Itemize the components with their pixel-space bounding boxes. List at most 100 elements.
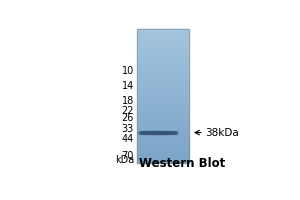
Bar (137, 94, 189, 95)
Bar (137, 29, 189, 163)
Bar (137, 44, 189, 45)
Bar (137, 72, 189, 73)
Bar (137, 70, 189, 71)
Bar (137, 154, 189, 155)
Bar (137, 74, 189, 75)
Bar (137, 41, 189, 42)
Bar (137, 93, 189, 94)
Text: kDa: kDa (115, 155, 134, 165)
Bar (137, 90, 189, 91)
Bar (137, 131, 189, 132)
Bar (137, 126, 189, 127)
Bar (137, 161, 189, 162)
Bar (137, 56, 189, 57)
Bar (137, 45, 189, 46)
Bar (137, 124, 189, 125)
Bar (137, 139, 189, 140)
Bar (137, 141, 189, 142)
Bar (137, 83, 189, 84)
Bar (137, 153, 189, 154)
Bar (137, 53, 189, 54)
Bar (137, 88, 189, 89)
Bar (137, 36, 189, 37)
Text: 14: 14 (122, 81, 134, 91)
Bar (137, 152, 189, 153)
Bar (137, 46, 189, 47)
Text: 18: 18 (122, 96, 134, 106)
Bar (137, 111, 189, 112)
Text: 33: 33 (122, 124, 134, 134)
Bar (137, 156, 189, 157)
Bar (137, 80, 189, 81)
Bar (137, 96, 189, 97)
Bar (137, 127, 189, 128)
Bar (137, 38, 189, 39)
Bar (137, 130, 189, 131)
Bar (137, 97, 189, 98)
Bar (137, 118, 189, 119)
Bar (137, 107, 189, 108)
Bar (137, 138, 189, 139)
Bar (137, 128, 189, 129)
Bar (137, 77, 189, 78)
Bar (137, 100, 189, 101)
Bar (137, 64, 189, 65)
Bar (137, 40, 189, 41)
Bar (137, 50, 189, 51)
Bar (137, 155, 189, 156)
Bar (137, 106, 189, 107)
Bar (137, 92, 189, 93)
Bar (137, 99, 189, 100)
Bar (137, 43, 189, 44)
Bar (137, 129, 189, 130)
Bar (137, 109, 189, 110)
Bar (137, 65, 189, 66)
Bar (137, 39, 189, 40)
Bar (137, 68, 189, 69)
Bar (137, 71, 189, 72)
Bar (137, 51, 189, 52)
Bar (137, 116, 189, 117)
Bar (137, 98, 189, 99)
Bar (137, 66, 189, 67)
Bar (137, 91, 189, 92)
Bar (137, 47, 189, 48)
Bar (137, 85, 189, 86)
Bar (137, 52, 189, 53)
Bar (137, 134, 189, 135)
Text: 44: 44 (122, 134, 134, 144)
Bar (137, 67, 189, 68)
Bar (137, 117, 189, 118)
Bar (137, 95, 189, 96)
Text: 70: 70 (122, 151, 134, 161)
Bar (137, 133, 189, 134)
Bar (137, 31, 189, 32)
Bar (137, 75, 189, 76)
Bar (137, 149, 189, 150)
Bar (137, 104, 189, 105)
Text: 38kDa: 38kDa (206, 128, 239, 138)
Bar (137, 54, 189, 55)
Bar (137, 143, 189, 144)
Bar (137, 103, 189, 104)
Bar (137, 33, 189, 34)
Bar (137, 61, 189, 62)
Bar (137, 105, 189, 106)
Bar (137, 78, 189, 79)
Bar (137, 86, 189, 87)
Bar (137, 157, 189, 158)
Bar (137, 115, 189, 116)
Bar (137, 63, 189, 64)
Text: Western Blot: Western Blot (139, 157, 225, 170)
Bar (137, 122, 189, 123)
Bar (137, 35, 189, 36)
Bar (137, 82, 189, 83)
Bar (137, 87, 189, 88)
Bar (137, 34, 189, 35)
Bar (137, 30, 189, 31)
Bar (137, 102, 189, 103)
Bar (137, 62, 189, 63)
Bar (137, 73, 189, 74)
Bar (137, 81, 189, 82)
Bar (137, 125, 189, 126)
